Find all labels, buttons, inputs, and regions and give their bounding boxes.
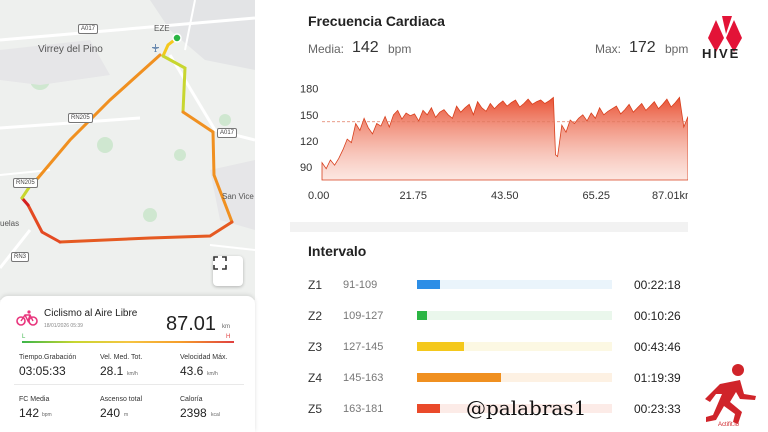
hr-max-value: 172: [629, 39, 656, 56]
zone-bar-track: [417, 311, 612, 320]
stat-unit-avg-speed: km/h: [127, 371, 138, 377]
zone-bar-track: [417, 404, 612, 413]
road-label: RN205: [68, 113, 93, 123]
stat-label-ascent: Ascenso total: [100, 396, 143, 403]
bicycle-icon: [16, 310, 38, 326]
hr-average-unit: bpm: [388, 42, 412, 56]
stat-value-ascent: 240: [100, 406, 121, 420]
hr-max-unit: bpm: [665, 42, 689, 56]
actifit-wordmark: Actifit.io: [718, 422, 740, 428]
zone-range: 109-127: [343, 310, 384, 322]
zone-bar-fill: [417, 373, 501, 382]
stat-label-max-speed: Velocidad Máx.: [180, 354, 228, 361]
zone-row-z2: Z2 109-127 00:10:26: [290, 307, 688, 327]
stats-divider: [14, 384, 244, 385]
stat-unit-ascent: m: [124, 412, 129, 418]
stat-label-recording-time: Tiempo.Grabación: [19, 354, 77, 361]
low-label: L: [22, 334, 26, 340]
hive-wordmark: HIVE: [702, 46, 741, 61]
zone-range: 127-145: [343, 341, 384, 353]
zone-row-z4: Z4 145-163 01:19:39: [290, 369, 688, 389]
stat-value-calories: 2398: [180, 406, 207, 420]
road-label: A017: [217, 128, 238, 138]
x-tick-label: 65.25: [583, 190, 611, 202]
activity-title: Ciclismo al Aire Libre: [44, 308, 138, 319]
stat-unit-max-speed: km/h: [207, 371, 218, 377]
hr-average-value: 142: [352, 39, 379, 56]
zone-time: 00:10:26: [634, 309, 681, 323]
zone-time: 00:23:33: [634, 402, 681, 416]
hive-logo: [708, 16, 742, 52]
hr-max-label: Max:: [595, 42, 622, 56]
zone-range: 163-181: [343, 403, 384, 415]
zone-bar-fill: [417, 280, 441, 289]
expand-map-button[interactable]: [213, 256, 243, 286]
x-tick-label: 21.75: [400, 190, 428, 202]
zone-row-z5: Z5 163-181 00:23:33: [290, 400, 688, 420]
stat-unit-avg-hr: bpm: [42, 412, 52, 418]
x-tick-label: 43.50: [491, 190, 519, 202]
place-label-virrey: Virrey del Pino: [38, 44, 103, 55]
activity-distance: 87.01: [166, 313, 217, 335]
heart-rate-title: Frecuencia Cardiaca: [308, 13, 445, 29]
activity-panel: Virrey del Pino EZE San Vice uelas A017 …: [0, 0, 255, 432]
zone-bar-fill: [417, 342, 464, 351]
expand-icon: [213, 256, 227, 270]
zone-row-z1: Z1 91-109 00:22:18: [290, 276, 688, 296]
y-tick-label: 180: [300, 84, 318, 96]
zone-range: 145-163: [343, 372, 384, 384]
zone-bar-fill: [417, 404, 441, 413]
zone-bar-track: [417, 280, 612, 289]
place-label-uelas: uelas: [0, 219, 20, 228]
zone-name: Z4: [308, 371, 323, 385]
activity-distance-unit: km: [222, 324, 230, 330]
map-canvas: [0, 0, 255, 300]
stat-value-avg-hr: 142: [19, 406, 40, 420]
place-label-san-vice: San Vice: [222, 192, 254, 201]
heart-rate-area: [321, 96, 688, 181]
activity-summary-card: Ciclismo al Aire Libre 18/01/2026 05:39 …: [0, 296, 255, 432]
stat-label-calories: Caloría: [180, 396, 203, 403]
y-tick-label: 150: [300, 110, 318, 122]
intensity-gradient-bar: [22, 341, 234, 343]
y-tick-label: 90: [300, 162, 312, 174]
interval-title: Intervalo: [308, 243, 367, 259]
road-label: RN205: [13, 178, 38, 188]
zone-name: Z2: [308, 309, 323, 323]
author-watermark: @palabras1: [466, 396, 587, 420]
heart-rate-card: Frecuencia Cardiaca Media: 142 bpm Max: …: [290, 0, 688, 222]
stat-value-recording-time: 03:05:33: [19, 364, 66, 378]
actifit-logo: [705, 364, 756, 424]
zone-bar-fill: [417, 311, 427, 320]
stat-value-max-speed: 43.6: [180, 364, 204, 378]
y-tick-label: 120: [300, 136, 318, 148]
road-label: RN3: [11, 252, 30, 262]
section-gap: [290, 222, 688, 232]
zone-time: 01:19:39: [634, 371, 681, 385]
zone-row-z3: Z3 127-145 00:43:46: [290, 338, 688, 358]
activity-date: 18/01/2026 05:39: [44, 323, 83, 329]
zone-name: Z1: [308, 278, 323, 292]
zone-name: Z5: [308, 402, 323, 416]
zone-time: 00:43:46: [634, 340, 681, 354]
place-label-eze: EZE: [154, 24, 170, 33]
stat-unit-calories: kcal: [211, 412, 220, 418]
zone-time: 00:22:18: [634, 278, 681, 292]
stat-label-avg-hr: FC Media: [19, 396, 50, 403]
stat-label-avg-speed: Vel. Med. Tot.: [100, 354, 143, 361]
stat-value-avg-speed: 28.1: [100, 364, 124, 378]
zone-name: Z3: [308, 340, 323, 354]
hr-average-label: Media:: [308, 42, 345, 56]
interval-card: Intervalo Z1 91-109 00:22:18 Z2 109-127 00:10…: [290, 232, 688, 432]
high-label: H: [226, 334, 231, 340]
zone-bar-track: [417, 342, 612, 351]
road-label: A017: [78, 24, 99, 34]
zone-bar-track: [417, 373, 612, 382]
metrics-panel: Frecuencia Cardiaca Media: 142 bpm Max: …: [290, 0, 688, 432]
route-map[interactable]: Virrey del Pino EZE San Vice uelas A017 …: [0, 0, 255, 300]
zone-range: 91-109: [343, 279, 378, 291]
x-tick-label: 0.00: [308, 190, 329, 202]
